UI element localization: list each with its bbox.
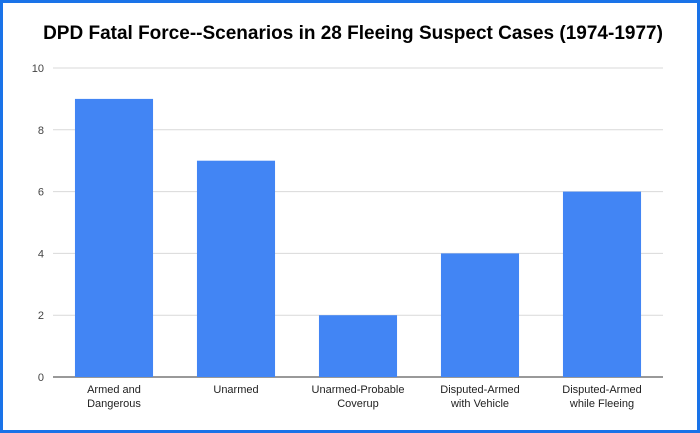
x-tick-label: Unarmed-Probable Coverup [312, 384, 405, 410]
x-tick-label: Disputed-Armed with Vehicle [440, 384, 519, 410]
bar [318, 315, 398, 377]
x-tick-label: Disputed-Armed while Fleeing [562, 384, 641, 410]
y-tick-label: 8 [38, 125, 44, 137]
y-tick-label: 6 [38, 187, 44, 199]
bar-chart: 0 2 4 6 8 10 Armed and Dangerous Unarmed Unarmed-… [32, 63, 663, 410]
bar [74, 98, 154, 378]
y-tick-label: 2 [38, 310, 44, 322]
chart-title: DPD Fatal Force--Scenarios in 28 Fleeing… [43, 23, 663, 44]
y-tick-label: 10 [32, 63, 44, 75]
y-tick-label: 0 [38, 372, 44, 384]
bar [440, 253, 520, 377]
bar [562, 191, 642, 377]
x-tick-label: Unarmed [213, 384, 258, 396]
y-tick-label: 4 [38, 248, 44, 260]
x-tick-label: Armed and Dangerous [87, 384, 141, 410]
bar [196, 160, 276, 377]
